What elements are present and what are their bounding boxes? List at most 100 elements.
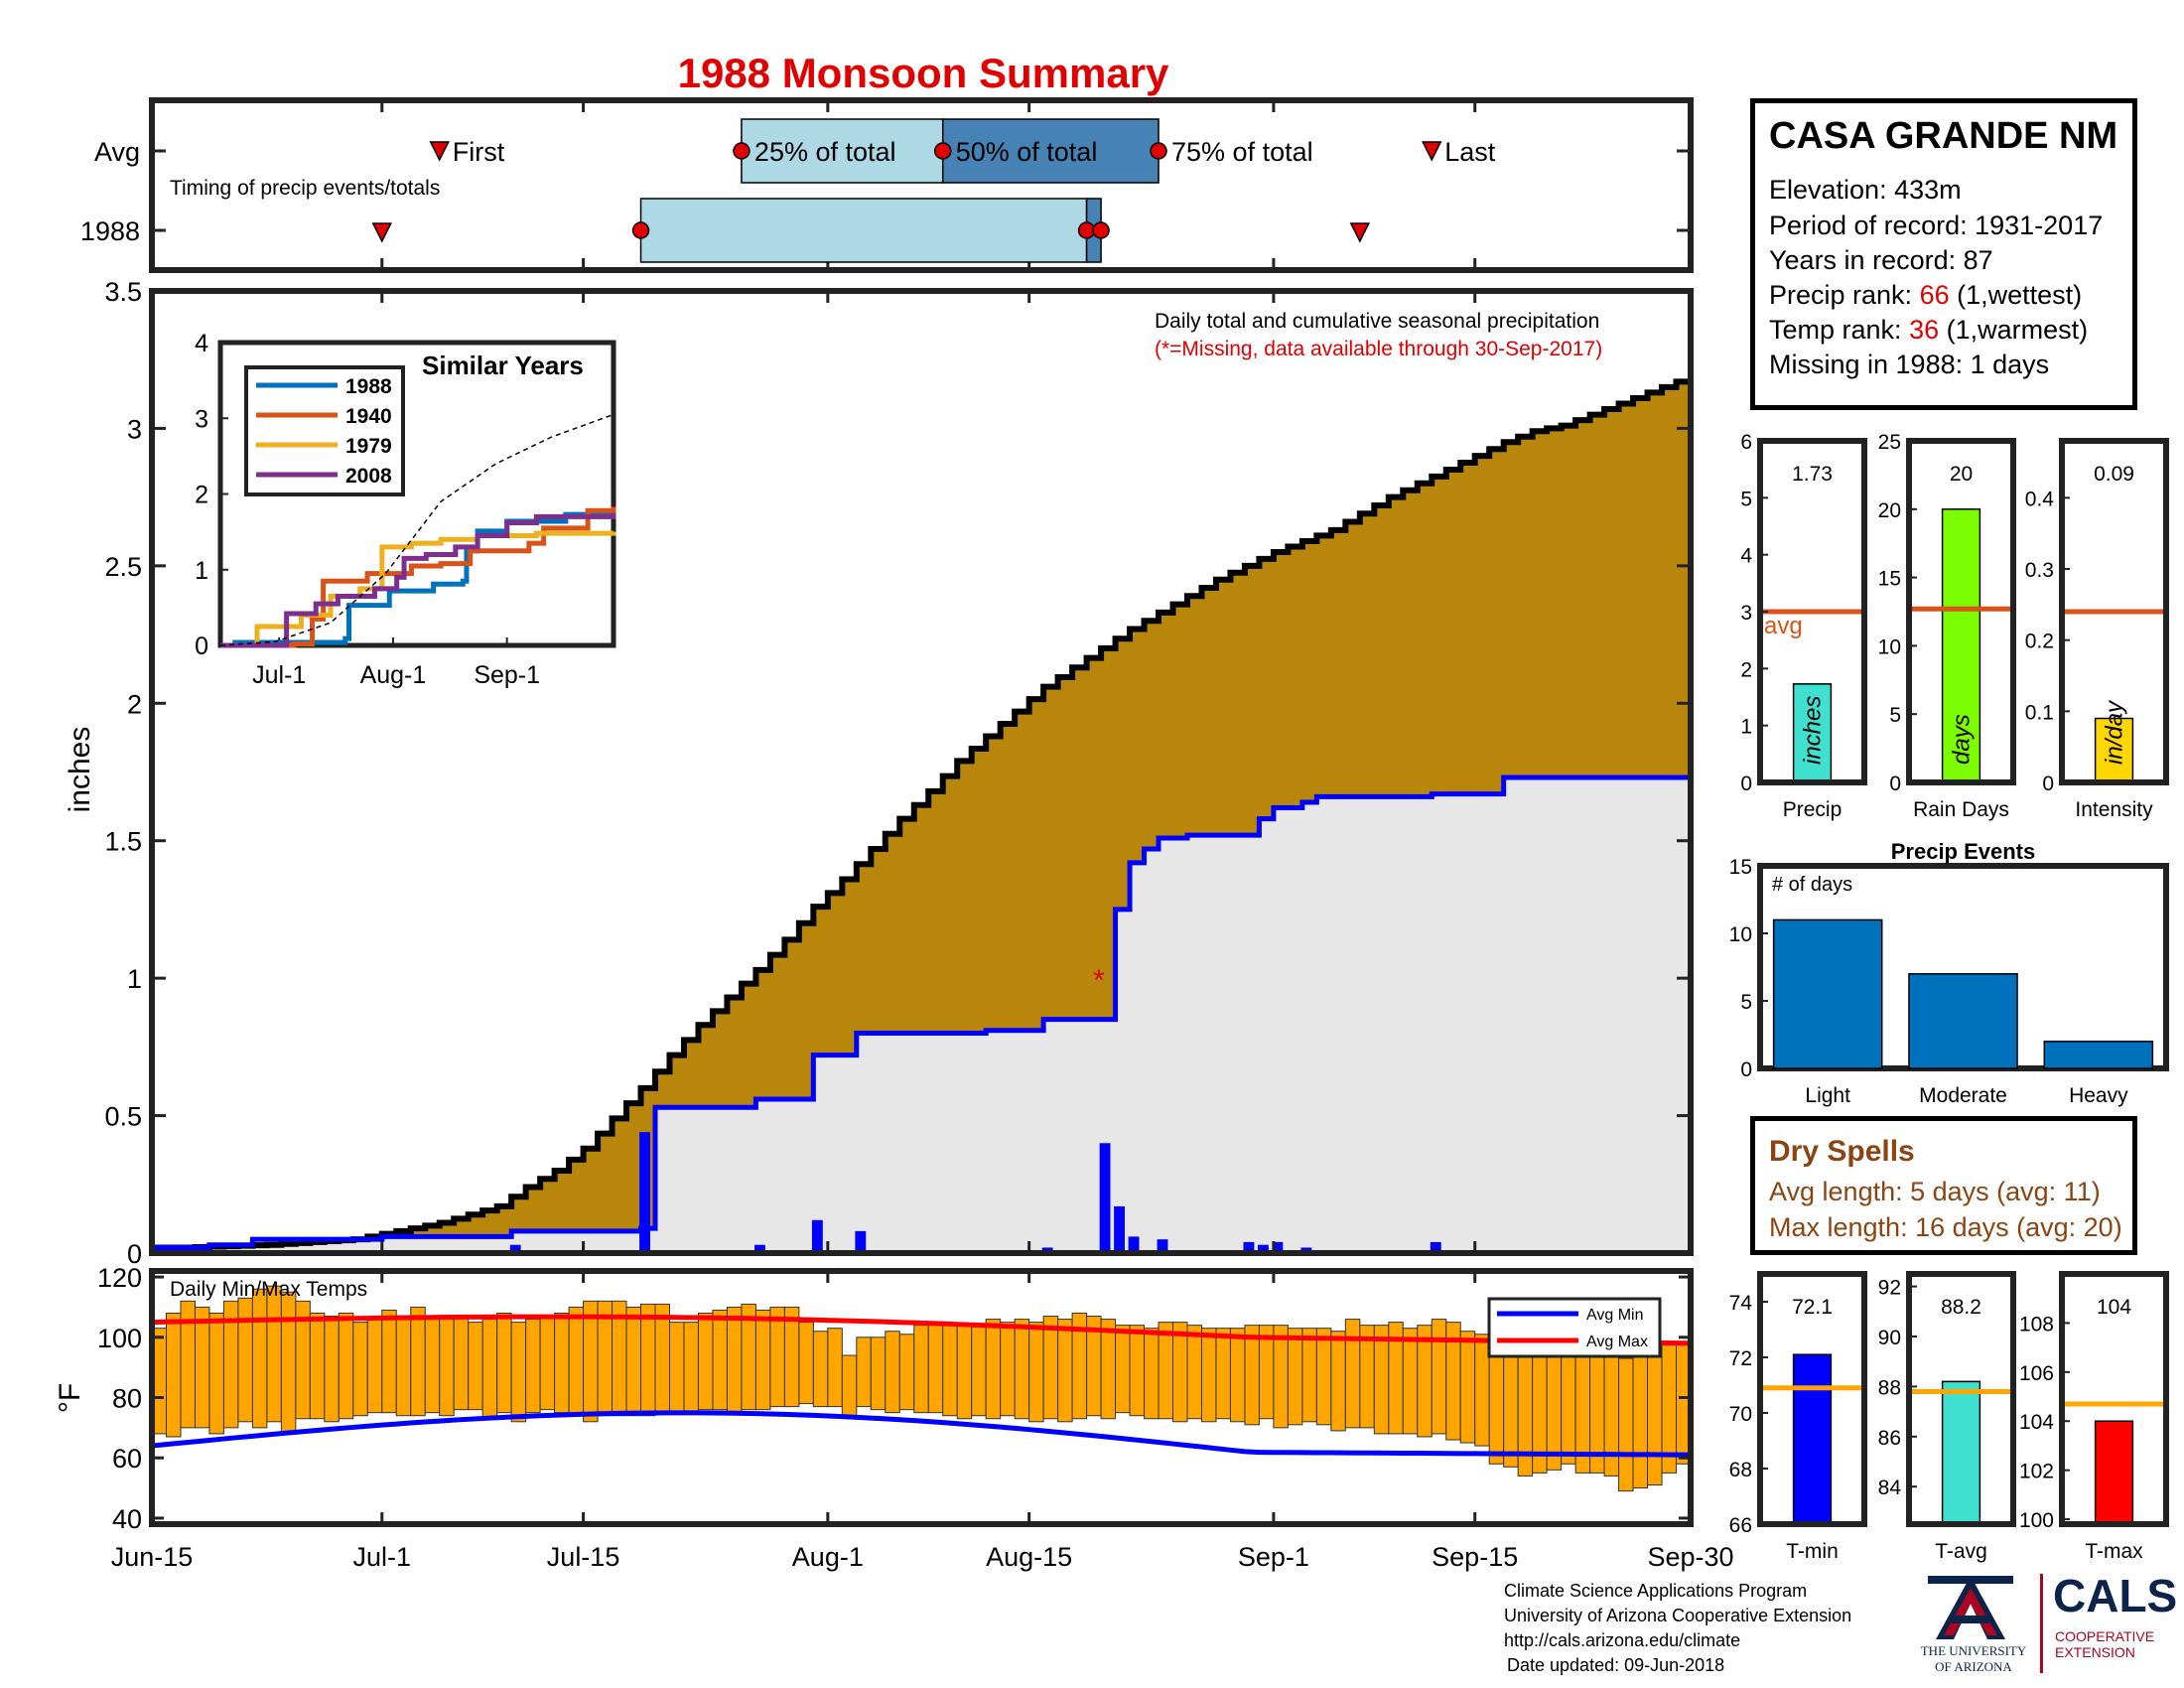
temp-range-bar (525, 1319, 541, 1414)
y-tick-label: 2 (127, 689, 142, 719)
timing-label-first: First (453, 137, 505, 167)
daily-precip-bar (1114, 1205, 1125, 1253)
temp-range-bar (366, 1319, 383, 1414)
avg-25-50-box (741, 118, 944, 184)
footer-program: Climate Science Applications Program (1504, 1581, 1808, 1601)
small-chart-xlabel: Precip (1783, 798, 1843, 821)
temp-y-axis-label: °F (54, 1383, 86, 1413)
timing-dot-marker (1077, 221, 1096, 239)
small-y-tick-label: 4 (1740, 545, 1752, 568)
timing-triangle-marker (1422, 141, 1442, 162)
small-chart-xlabel: Rain Days (1913, 798, 2009, 821)
temp-rank-note: (1,warmest) (1939, 315, 2089, 345)
precip-rank-note: (1,wettest) (1949, 280, 2083, 310)
temp-range-bar (971, 1325, 987, 1417)
small-chart-frame (1906, 438, 2016, 785)
logo-divider (2040, 1574, 2043, 1673)
precip-rank-label: Precip rank: (1769, 280, 1920, 310)
temp-range-bar (712, 1309, 728, 1411)
temp-range-bar (510, 1322, 527, 1423)
cals-logo-line1: COOPERATIVE (2055, 1628, 2155, 1644)
y-axis-label: inches (64, 727, 96, 813)
inset-series-line (220, 512, 616, 648)
x-tick-label: Jun-15 (111, 1542, 194, 1572)
station-info-box: CASA GRANDE NM Elevation: 433m Period of… (1750, 98, 2137, 410)
timing-label-p75: 75% of total (1171, 137, 1313, 167)
temp-range-bar (1229, 1328, 1246, 1423)
inset-y-tick-label: 4 (195, 330, 208, 357)
small-chart-value: 72.1 (1792, 1296, 1833, 1319)
dry-spells-avg: Avg length: 5 days (avg: 11) (1769, 1177, 2101, 1206)
temp-range-bar (1129, 1325, 1146, 1417)
inset-y-tick-label: 0 (195, 633, 208, 660)
temp-range-bar (481, 1319, 498, 1420)
temp-range-bar (1632, 1342, 1649, 1489)
small-y-tick-label: 1 (1740, 716, 1752, 739)
x-tick-label: Aug-15 (986, 1542, 1072, 1572)
temp-range-bar (640, 1303, 656, 1417)
small-y-tick-label: 68 (1729, 1459, 1752, 1481)
daily-precip-bar (1272, 1241, 1284, 1253)
temp-range-bar (927, 1322, 944, 1414)
station-years: Years in record: 87 (1769, 245, 1993, 275)
temp-range-bar (453, 1316, 470, 1411)
temp-range-bar (1244, 1325, 1260, 1426)
temp-range-bar (668, 1322, 685, 1414)
temp-range-bar (754, 1309, 771, 1411)
small-y-tick-label: 84 (1878, 1477, 1902, 1499)
station-name: CASA GRANDE NM (1769, 115, 2118, 157)
temp-range-bar (280, 1291, 297, 1435)
temp-range-bar (309, 1313, 326, 1420)
temp-range-bar (1344, 1319, 1361, 1429)
temp-range-bar (1315, 1328, 1332, 1426)
timing-triangle-marker (429, 141, 450, 162)
events-title: Precip Events (1891, 839, 2036, 864)
daily-precip-bar (1430, 1241, 1441, 1253)
timing-triangle-marker (1349, 222, 1371, 243)
small-y-tick-label: 0.3 (2025, 559, 2054, 582)
x-tick-label: Sep-1 (1238, 1542, 1309, 1572)
y-tick-label: 0 (127, 1239, 142, 1269)
small-chart-bar (1792, 1353, 1833, 1525)
daily-precip-bar (1157, 1239, 1168, 1253)
timing-dot-marker (1150, 142, 1167, 160)
temp-range-bar (1459, 1331, 1476, 1444)
small-y-tick-label: 10 (1878, 635, 1901, 658)
temp-range-bar (324, 1316, 340, 1423)
small-y-tick-label: 25 (1878, 431, 1901, 454)
station-precip-rank: Precip rank: 66 (1,wettest) (1769, 280, 2082, 311)
legend-label: 1988 (345, 375, 392, 398)
y-tick-label: 1 (127, 964, 142, 994)
temp-range-bar (769, 1306, 785, 1408)
temp-range-bar (783, 1306, 800, 1408)
timing-triangle-marker (371, 222, 392, 243)
temp-range-bar (870, 1336, 887, 1411)
daily-precip-bar (753, 1244, 765, 1253)
small-y-tick-label: 90 (1878, 1327, 1901, 1349)
temp-range-bar (726, 1306, 743, 1414)
small-y-tick-label: 92 (1878, 1277, 1901, 1300)
small-chart-avg-label: avg (1764, 613, 1803, 639)
small-y-tick-label: 104 (2019, 1411, 2054, 1434)
temp-range-bar (1200, 1328, 1217, 1423)
temp-y-tick-label: 120 (97, 1263, 142, 1293)
daily-precip-bar (639, 1132, 650, 1253)
timing-dot-marker (631, 221, 650, 239)
temp-range-bar (1014, 1319, 1030, 1420)
missing-marker: * (1093, 964, 1105, 997)
small-y-tick-label: 0 (1740, 773, 1752, 795)
temp-range-bar (237, 1297, 253, 1423)
footer-url[interactable]: http://cals.arizona.edu/climate (1504, 1630, 1741, 1650)
temp-range-bar (165, 1313, 182, 1438)
temp-range-bar (381, 1309, 397, 1414)
cals-logo-subtitle: COOPERATIVE EXTENSION (2055, 1628, 2154, 1660)
small-y-tick-label: 0.4 (2025, 488, 2055, 510)
temp-range-bar (1330, 1331, 1346, 1432)
temp-range-bar (194, 1306, 210, 1429)
temp-range-bar (885, 1331, 900, 1414)
temp-range-bar (1647, 1345, 1663, 1486)
temp-range-bar (554, 1313, 570, 1414)
temp-y-tick-label: 80 (112, 1384, 142, 1414)
legend-label: Avg Min (1586, 1307, 1644, 1324)
